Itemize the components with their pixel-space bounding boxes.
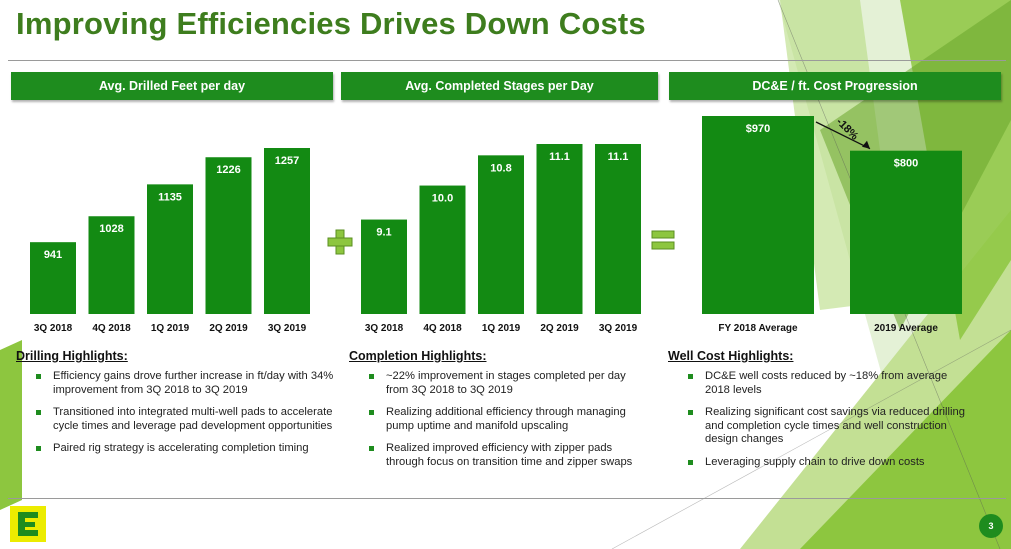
- bar-value-label: 1226: [216, 164, 240, 176]
- bar-value-label: 11.1: [608, 151, 629, 163]
- plus-sign-icon: [327, 229, 353, 255]
- list-item: Leveraging supply chain to drive down co…: [668, 456, 968, 470]
- decrease-arrow: [815, 121, 871, 150]
- panel-header-completed-stages: Avg. Completed Stages per Day: [341, 72, 658, 100]
- category-label: 3Q 2018: [365, 323, 404, 334]
- page-title: Improving Efficiencies Drives Down Costs: [16, 6, 646, 41]
- bar-2q-2019: [536, 144, 583, 314]
- completion-highlights-list: ~22% improvement in stages completed per…: [349, 370, 651, 478]
- bar-value-label: 941: [44, 249, 62, 261]
- category-label: 1Q 2019: [151, 323, 190, 334]
- bar-value-label: 10.8: [490, 162, 511, 174]
- category-label: 3Q 2019: [599, 323, 638, 334]
- drilling-highlights-title: Drilling Highlights:: [16, 349, 128, 363]
- chart-completed-stages: 9.1 3Q 2018 10.0 4Q 2018 10.8 1Q 2019 11.1 2Q 2…: [352, 104, 652, 336]
- bar-1q-2019: [478, 155, 524, 314]
- bar-3q-2018: [361, 219, 407, 314]
- chart-drilled-feet: 941 3Q 2018 1028 4Q 2018 1135 1Q 2019 1226 2Q 2…: [16, 104, 326, 336]
- bar-2019-average: [850, 150, 962, 314]
- logo-mark-icon: [18, 512, 38, 536]
- bar-2q-2019: [205, 157, 252, 314]
- category-label: 4Q 2018: [92, 323, 131, 334]
- bar-3q-2019: [595, 144, 641, 314]
- list-item: Realized improved efficiency with zipper…: [349, 442, 651, 469]
- category-label: FY 2018 Average: [718, 323, 798, 334]
- drilling-highlights-list: Efficiency gains drove further increase …: [16, 370, 334, 465]
- bar-3q-2018: [30, 242, 76, 314]
- list-item: Realizing significant cost savings via r…: [668, 406, 968, 447]
- bar-value-label: 11.1: [549, 151, 570, 163]
- category-label: 3Q 2018: [34, 323, 73, 334]
- bar-value-label: 1028: [99, 223, 123, 235]
- bar-value-label: 1257: [275, 155, 299, 167]
- footer-divider: [8, 498, 1006, 499]
- chart-drilled-feet-svg: 941 3Q 2018 1028 4Q 2018 1135 1Q 2019 1226 2Q 2…: [30, 148, 310, 334]
- bar-value-label: $970: [746, 123, 770, 135]
- equals-sign-icon: [651, 230, 675, 250]
- well-cost-highlights-title: Well Cost Highlights:: [668, 349, 794, 363]
- title-divider: [8, 60, 1006, 61]
- chart-completed-stages-svg: 9.1 3Q 2018 10.0 4Q 2018 10.8 1Q 2019 11.1 2Q 2…: [361, 144, 641, 334]
- category-label: 2Q 2019: [209, 323, 248, 334]
- category-label: 3Q 2019: [268, 323, 307, 334]
- panel-header-drilled-feet: Avg. Drilled Feet per day: [11, 72, 333, 100]
- category-label: 4Q 2018: [423, 323, 462, 334]
- panel-header-cost-progression: DC&E / ft. Cost Progression: [669, 72, 1001, 100]
- chart-cost-progression-svg: $970 FY 2018 Average $800 2019 Average -18%: [702, 116, 962, 334]
- percent-change-label: -18%: [834, 116, 861, 143]
- bar-4q-2018: [88, 216, 135, 314]
- completion-highlights-title: Completion Highlights:: [349, 349, 487, 363]
- bar-value-label: $800: [894, 158, 918, 170]
- list-item: Transitioned into integrated multi-well …: [16, 406, 334, 433]
- list-item: Realizing additional efficiency through …: [349, 406, 651, 433]
- bar-fy-2018-average: [702, 116, 814, 314]
- company-logo: [10, 506, 46, 542]
- category-label: 2019 Average: [874, 323, 938, 334]
- category-label: 1Q 2019: [482, 323, 521, 334]
- bar-value-label: 10.0: [432, 193, 453, 205]
- well-cost-highlights-list: DC&E well costs reduced by ~18% from ave…: [668, 370, 968, 478]
- bar-3q-2019: [264, 148, 310, 314]
- bar-1q-2019: [147, 184, 193, 314]
- category-label: 2Q 2019: [540, 323, 579, 334]
- arrow-head-icon: [862, 140, 870, 149]
- page-number: 3: [979, 514, 1003, 538]
- chart-cost-progression: $970 FY 2018 Average $800 2019 Average -18%: [684, 104, 994, 336]
- bar-value-label: 9.1: [376, 227, 391, 239]
- list-item: Paired rig strategy is accelerating comp…: [16, 442, 334, 456]
- list-item: Efficiency gains drove further increase …: [16, 370, 334, 397]
- bar-4q-2018: [419, 185, 466, 314]
- list-item: DC&E well costs reduced by ~18% from ave…: [668, 370, 968, 397]
- list-item: ~22% improvement in stages completed per…: [349, 370, 651, 397]
- bar-value-label: 1135: [158, 191, 182, 203]
